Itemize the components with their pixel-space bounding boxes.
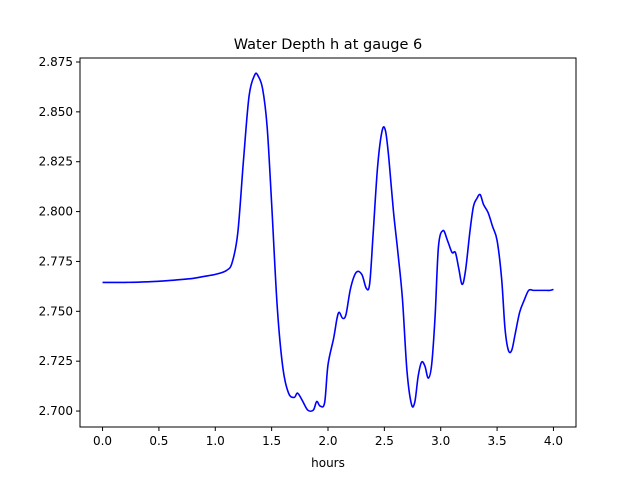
x-axis-label: hours	[311, 456, 345, 470]
y-axis: 2.700 2.725 2.750 2.775 2.800 2.825 2.850 2.875	[39, 55, 80, 418]
y-tick-label: 2.825	[39, 155, 73, 169]
y-tick-label: 2.875	[39, 55, 73, 69]
x-axis: 0.0 0.5 1.0 1.5 2.0 2.5 3.0 3.5 4.0	[93, 427, 563, 448]
y-tick-label: 2.800	[39, 205, 73, 219]
x-tick-label: 2.5	[375, 434, 394, 448]
x-tick-label: 0.0	[93, 434, 112, 448]
x-tick-label: 1.5	[262, 434, 281, 448]
y-tick-label: 2.775	[39, 254, 73, 268]
x-tick-label: 1.0	[206, 434, 225, 448]
y-tick-label: 2.725	[39, 354, 73, 368]
y-tick-label: 2.700	[39, 404, 73, 418]
x-tick-label: 2.0	[318, 434, 337, 448]
x-tick-label: 3.5	[488, 434, 507, 448]
x-tick-label: 0.5	[149, 434, 168, 448]
y-tick-label: 2.750	[39, 304, 73, 318]
x-tick-label: 3.0	[431, 434, 450, 448]
x-tick-label: 4.0	[544, 434, 563, 448]
y-tick-label: 2.850	[39, 105, 73, 119]
chart-title: Water Depth h at gauge 6	[234, 37, 422, 53]
water-depth-line	[102, 72, 554, 413]
